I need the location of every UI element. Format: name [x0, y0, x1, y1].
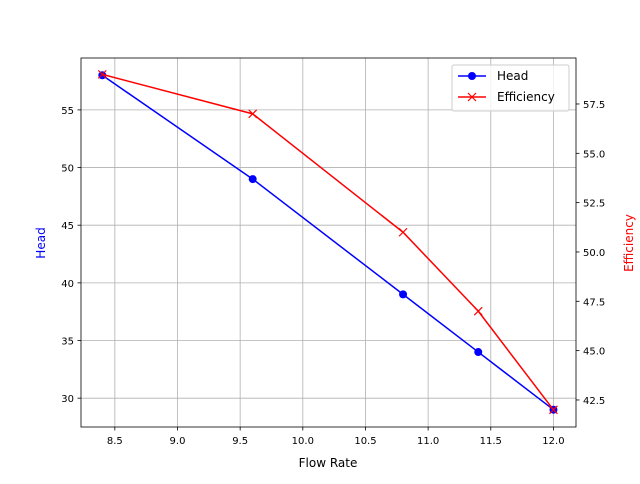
y-tick-label-left: 35: [61, 337, 74, 348]
y-tick-label-left: 55: [61, 106, 74, 117]
x-tick-label: 11.0: [417, 436, 439, 447]
x-tick-label: 8.5: [107, 436, 123, 447]
y-tick-label-right: 57.5: [583, 100, 605, 111]
ticks: 8.5 9.0 9.5 10.0 10.5 11.0 11.5 12.0 30 35 40 45 50 5…: [61, 100, 605, 447]
x-tick-label: 10.5: [354, 436, 376, 447]
y-tick-label-left: 40: [61, 279, 74, 290]
x-tick-label: 11.5: [480, 436, 502, 447]
x-tick-label: 12.0: [542, 436, 564, 447]
plot-frame: [80, 57, 577, 428]
y-tick-label-left: 45: [61, 221, 74, 232]
legend-marker-efficiency: [467, 92, 477, 102]
legend-marker-head: [468, 72, 476, 80]
legend: Head Efficiency: [451, 64, 570, 112]
y-tick-label-left: 50: [61, 164, 74, 175]
y-tick-label-right: 52.5: [583, 199, 605, 210]
x-axis-label: Flow Rate: [299, 456, 358, 470]
y-tick-label-right: 45.0: [583, 347, 605, 358]
y-tick-label-right: 47.5: [583, 297, 605, 308]
data-point-head: [474, 348, 483, 357]
data-point-efficiency: [97, 69, 107, 79]
x-tick-label: 10.0: [292, 436, 314, 447]
data-point-head: [248, 175, 257, 184]
data-point-head: [399, 290, 408, 299]
series-line-head: [101, 74, 554, 411]
data-point-efficiency: [398, 227, 408, 237]
x-tick-label: 9.5: [232, 436, 248, 447]
y-tick-label-right: 50.0: [583, 248, 605, 259]
data-point-efficiency: [248, 109, 258, 119]
legend-label-efficiency: Efficiency: [497, 90, 555, 104]
series-line-efficiency: [102, 73, 555, 411]
series-layer: [97, 69, 558, 415]
y-axis-label-left: Head: [34, 227, 48, 258]
y-tick-label-left: 30: [61, 394, 74, 405]
grid: [81, 58, 576, 427]
x-tick-label: 9.0: [170, 436, 186, 447]
y-tick-label-right: 42.5: [583, 396, 605, 407]
data-point-efficiency: [473, 306, 483, 316]
legend-label-head: Head: [497, 69, 528, 83]
y-tick-label-right: 55.0: [583, 149, 605, 160]
data-point-efficiency: [549, 405, 558, 415]
y-axis-label-right: Efficiency: [622, 214, 636, 272]
data-point-head: [98, 71, 107, 80]
